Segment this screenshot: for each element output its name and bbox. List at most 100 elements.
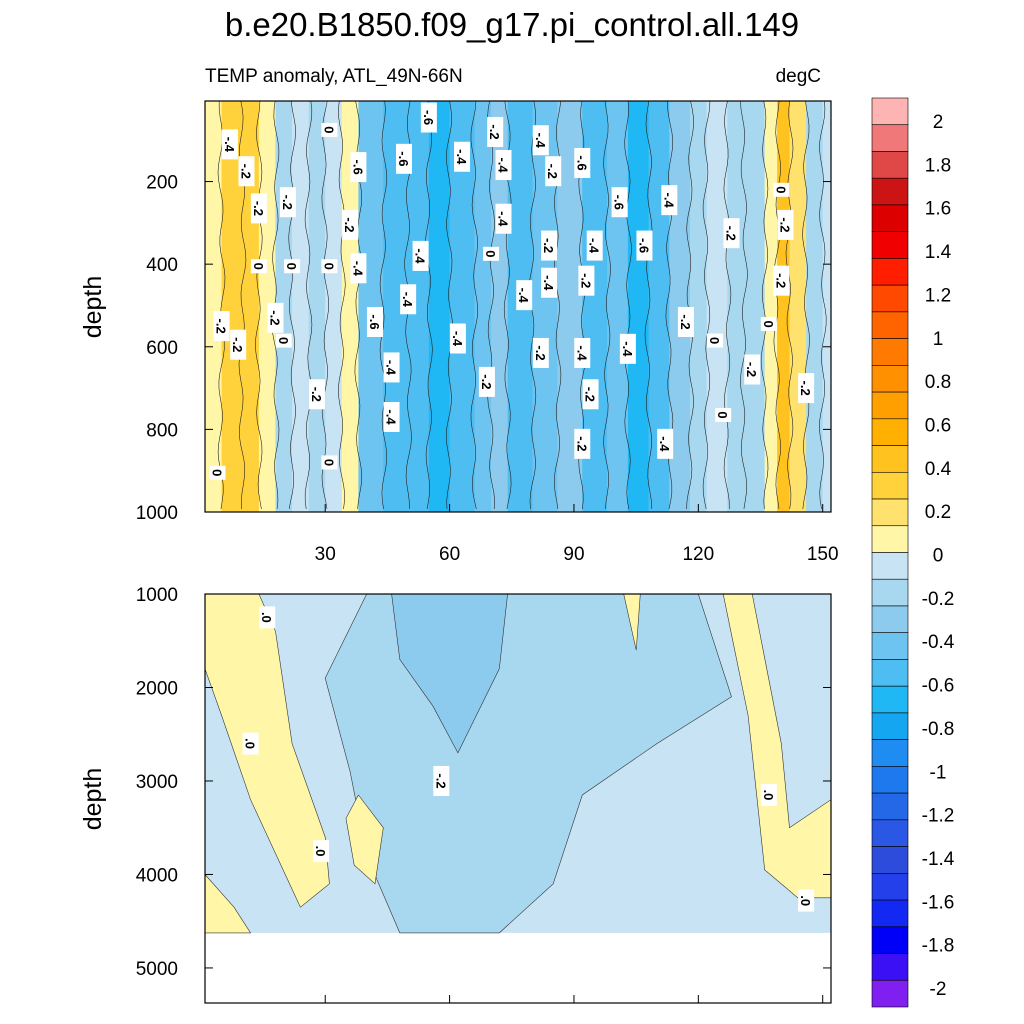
upper-contour-label: 0: [250, 259, 267, 274]
upper-contour-label-bg: [578, 265, 595, 296]
upper-contour-label-text: -.2: [251, 201, 266, 216]
upper-contour-label-text: -.2: [798, 380, 813, 395]
upper-contour-label-bg: [483, 246, 500, 261]
upper-contour-label: -.2: [250, 193, 267, 224]
colorbar-label: -1: [930, 762, 947, 783]
upper-y-tick-label: 600: [146, 338, 178, 359]
colorbar-label: -1.2: [922, 806, 955, 827]
upper-contour-label-text: -.2: [574, 436, 589, 451]
colorbar-label: 1.2: [925, 285, 951, 306]
upper-contour-label-text: -.2: [777, 217, 792, 232]
upper-contour-line: [773, 101, 782, 510]
lower-y-tick-label: 1000: [136, 585, 178, 606]
upper-fill-column: [743, 101, 766, 512]
upper-contour-label: -.6: [636, 230, 653, 261]
colorbar-label: 0.2: [925, 502, 951, 523]
upper-contour-line: [321, 101, 330, 510]
upper-contour-label-bg: [350, 253, 367, 284]
lower-contour-labels: .0 .0 -.2 .0 .0 .0: [242, 606, 815, 912]
upper-fill-column: [325, 101, 343, 512]
upper-contour-label-bg: [342, 209, 359, 240]
colorbar-box: [871, 605, 909, 634]
upper-contour-label-bg: [395, 143, 412, 174]
upper-contour-label-bg: [209, 465, 226, 480]
upper-contour-label-bg: [574, 147, 591, 178]
upper-contour-label: 0: [760, 317, 777, 332]
upper-contour-label: -.2: [798, 373, 815, 404]
upper-contour-label-bg: [454, 141, 471, 172]
upper-contour-label-bg: [619, 333, 636, 364]
upper-contour-label-text: -.2: [238, 164, 253, 179]
lower-contour-label: .0: [798, 889, 815, 912]
upper-contour-label: -.2: [578, 265, 595, 296]
upper-contour-label-bg: [350, 152, 367, 183]
colorbar-label: -1.6: [922, 892, 955, 913]
lower-contour-label: .0: [259, 606, 276, 629]
upper-contour-label: -.2: [773, 265, 790, 296]
upper-contour-label: -.2: [342, 209, 359, 240]
upper-contour-label: -.4: [574, 337, 591, 368]
colorbar-box: [871, 525, 909, 553]
colorbar-label: -0.2: [922, 589, 955, 610]
upper-contour-label: -.6: [366, 306, 383, 337]
colorbar-label: 1.4: [925, 242, 952, 263]
colorbar-box: [871, 418, 909, 446]
upper-contour-label-bg: [532, 337, 549, 368]
upper-contour-label-text: 0: [321, 263, 336, 270]
upper-contour-label-text: -.2: [744, 362, 759, 377]
colorbar-box: [871, 953, 909, 981]
upper-contour-label-text: -.2: [309, 387, 324, 402]
upper-contour-label: 0: [483, 246, 500, 261]
upper-contour-label-text: -.6: [421, 110, 436, 125]
colorbar-box: [871, 659, 909, 687]
upper-y-tick-label: 1000: [136, 503, 178, 524]
lower-y-axis-label: depth: [79, 768, 107, 831]
upper-contour-label: 0: [284, 259, 301, 274]
lower-y-tick-label: 2000: [136, 678, 178, 699]
colorbar-label: -0.6: [922, 676, 955, 697]
upper-contour-label-bg: [636, 230, 653, 261]
lower-band-yellow-right: [722, 594, 831, 899]
upper-contour-label-bg: [250, 193, 267, 224]
upper-contour-label: -.4: [586, 230, 603, 261]
lower-contour-fill: [205, 594, 831, 1003]
upper-contour-label: -.2: [213, 311, 230, 342]
colorbar-label: -2: [930, 979, 947, 1000]
upper-contour-label-text: -.4: [222, 137, 237, 153]
upper-fill-column: [789, 101, 807, 512]
upper-contour-label: -.2: [308, 379, 325, 410]
upper-contour-label-bg: [744, 354, 761, 385]
upper-contour-label: -.6: [420, 102, 437, 133]
lower-contour-label: .0: [760, 783, 777, 806]
upper-fill-column: [308, 101, 326, 512]
upper-contour-label: -.2: [532, 337, 549, 368]
upper-contour-label-bg: [275, 333, 292, 348]
upper-contour-label-text: 0: [773, 186, 788, 193]
colorbar-box: [871, 498, 909, 527]
upper-contour-label: -.2: [744, 354, 761, 385]
upper-contour-label-bg: [657, 428, 674, 459]
upper-contour-label: -.4: [454, 141, 471, 172]
upper-contour-label: -.4: [657, 428, 674, 459]
upper-contour-label: -.2: [541, 230, 558, 261]
upper-contour-label-bg: [487, 116, 504, 147]
upper-contour-line: [255, 101, 263, 510]
lower-contour-label-text: -.2: [433, 773, 448, 788]
upper-contour-label: -.6: [350, 152, 367, 183]
upper-contour-label: -.4: [495, 203, 512, 234]
upper-contour-label-text: -.2: [214, 319, 229, 334]
upper-contour-line: [487, 101, 495, 510]
upper-contour-label: -.2: [238, 156, 255, 187]
upper-contour-label: -.4: [532, 125, 549, 156]
lower-contour-label-text: .0: [798, 895, 813, 906]
upper-contour-label: 0: [275, 333, 292, 348]
colorbar-box: [871, 365, 909, 393]
colorbar-box: [871, 124, 909, 152]
upper-contour-line: [337, 101, 346, 510]
colorbar-label: -0.8: [922, 719, 955, 740]
upper-contour-label-bg: [798, 373, 815, 404]
upper-contour-line: [785, 101, 794, 510]
lower-contour-label: -.2: [433, 765, 450, 796]
upper-contour-label-text: -.2: [724, 226, 739, 241]
lower-contour-label-bg: [433, 765, 450, 796]
